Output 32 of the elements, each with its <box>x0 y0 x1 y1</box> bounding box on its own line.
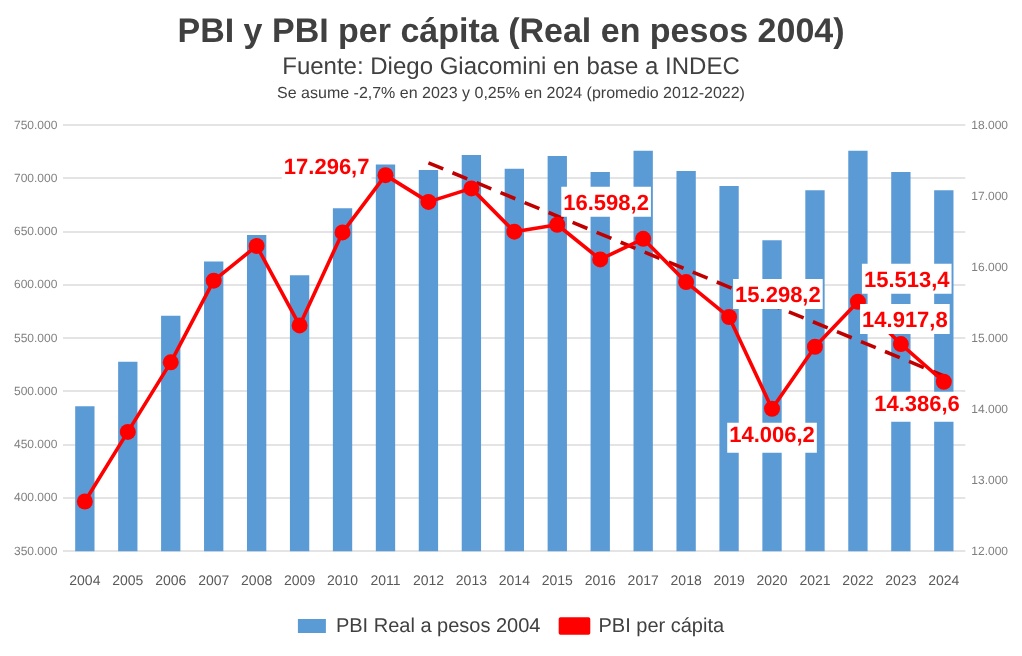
point <box>76 493 93 510</box>
point <box>420 193 437 210</box>
point <box>291 317 308 334</box>
point <box>764 400 781 417</box>
point <box>334 224 351 241</box>
data-label: 14.006,2 <box>729 423 815 448</box>
point <box>592 251 609 268</box>
point <box>162 354 179 371</box>
point <box>248 237 265 254</box>
point <box>806 338 823 355</box>
chart-title: PBI y PBI per cápita (Real en pesos 2004) <box>175 12 847 52</box>
data-label: 14.917,8 <box>862 309 948 334</box>
legend-label: PBI Real a pesos 2004 <box>335 615 542 638</box>
point <box>635 230 652 247</box>
point <box>678 274 695 291</box>
chart-subtitle: Fuente: Diego Giacomini en base a INDEC <box>280 52 742 82</box>
text: Se asume -2,7% en 2023 y 0,25% en 2024 (promedio 2012-2022) <box>275 82 747 104</box>
data-label: 17.296,7 <box>283 156 370 181</box>
data-label: 15.513,4 <box>863 268 952 293</box>
point <box>549 216 566 233</box>
point <box>721 309 738 326</box>
point <box>506 223 523 240</box>
point <box>205 272 222 289</box>
point <box>935 373 952 390</box>
point <box>377 167 394 184</box>
point <box>892 336 909 353</box>
data-label: 14.386,6 <box>874 392 960 417</box>
data-label: 16.598,2 <box>563 191 649 216</box>
point <box>119 423 136 440</box>
legend-label: PBI per cápita <box>598 615 725 638</box>
data-label: 15.298,2 <box>735 284 821 309</box>
point <box>463 180 480 197</box>
